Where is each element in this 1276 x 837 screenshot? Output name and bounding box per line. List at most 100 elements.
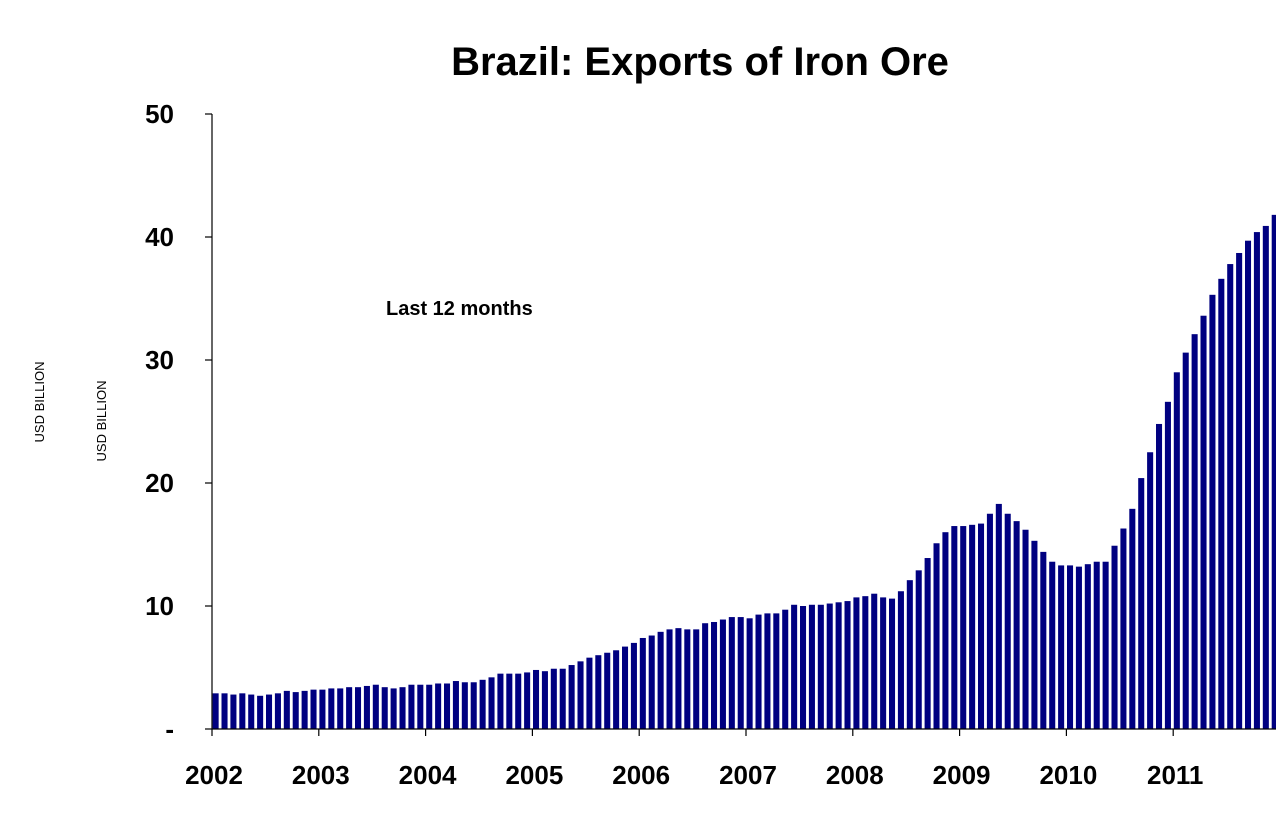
x-tick-label: 2009: [933, 760, 991, 790]
bar-month-42: [577, 661, 584, 729]
bar-month-21: [390, 688, 397, 729]
x-tick-label: 2006: [612, 760, 670, 790]
bar-month-40: [559, 668, 566, 729]
bar-month-14: [328, 688, 335, 729]
x-tick-label: 2004: [399, 760, 457, 790]
bar-month-49: [639, 637, 646, 729]
bar-month-74: [862, 596, 869, 729]
bar-month-86: [969, 524, 976, 729]
bar-month-70: [826, 603, 833, 729]
y-axis-ticks: - 10 20 30 40 50: [145, 99, 212, 744]
bar-month-48: [630, 642, 637, 729]
bar-month-62: [755, 614, 762, 729]
bar-month-53: [675, 628, 682, 729]
x-tick-label: 2003: [292, 760, 350, 790]
bar-month-4: [239, 693, 246, 729]
bar-month-31: [479, 679, 486, 729]
bar-month-34: [506, 673, 513, 729]
bar-month-52: [666, 629, 673, 729]
bar-month-89: [995, 503, 1002, 729]
bar-month-71: [835, 602, 842, 729]
bar-month-12: [310, 689, 317, 729]
bar-month-110: [1182, 352, 1189, 729]
bar-month-115: [1227, 264, 1234, 729]
x-tick-label: 2010: [1039, 760, 1097, 790]
bar-series: [212, 214, 1276, 730]
bar-month-56: [702, 623, 709, 729]
bar-month-104: [1129, 508, 1136, 729]
bar-month-60: [737, 617, 744, 729]
y-axis-label-outer: USD BILLION: [32, 362, 47, 443]
bar-month-69: [817, 604, 824, 729]
bar-month-96: [1058, 565, 1065, 729]
bar-month-120: [1271, 214, 1276, 730]
bar-month-84: [951, 526, 958, 729]
bar-month-7: [266, 694, 273, 729]
x-tick-label: 2005: [505, 760, 563, 790]
y-tick-label: 10: [145, 591, 174, 621]
bar-month-19: [372, 684, 379, 729]
y-tick-label: 20: [145, 468, 174, 498]
bar-month-79: [906, 580, 913, 729]
bar-month-63: [764, 613, 771, 729]
y-tick-label: 50: [145, 99, 174, 129]
bar-month-102: [1111, 545, 1118, 729]
bar-month-18: [363, 685, 370, 729]
bar-month-77: [889, 598, 896, 729]
bar-month-75: [871, 593, 878, 729]
bar-month-5: [248, 694, 255, 729]
bar-month-98: [1075, 566, 1082, 729]
bar-month-45: [604, 652, 611, 729]
bar-month-61: [746, 618, 753, 729]
bar-month-51: [657, 631, 664, 729]
bar-month-55: [693, 629, 700, 729]
bar-month-101: [1102, 561, 1109, 729]
bar-month-54: [684, 629, 691, 729]
bar-month-1: [212, 693, 219, 729]
bar-month-82: [933, 543, 940, 729]
y-axis-label-inner: USD BILLION: [94, 381, 109, 462]
bar-month-2: [221, 693, 228, 729]
bar-month-33: [497, 673, 504, 729]
bar-month-66: [791, 604, 798, 729]
bar-month-113: [1209, 294, 1216, 729]
bar-month-24: [417, 684, 424, 729]
x-tick-label: 2008: [826, 760, 884, 790]
bar-month-23: [408, 684, 415, 729]
bar-month-17: [355, 687, 362, 729]
bar-month-95: [1049, 561, 1056, 729]
bar-month-29: [461, 682, 468, 729]
bar-month-73: [853, 597, 860, 729]
bar-month-91: [1013, 521, 1020, 729]
bar-month-25: [426, 684, 433, 729]
y-tick-label: 40: [145, 222, 174, 252]
bar-month-30: [470, 682, 477, 729]
bar-month-41: [568, 665, 575, 729]
bar-month-8: [274, 693, 281, 729]
bar-month-38: [541, 671, 548, 729]
bar-month-119: [1262, 225, 1269, 729]
bar-month-88: [986, 513, 993, 729]
bar-month-85: [960, 526, 967, 729]
y-tick-label: -: [165, 714, 174, 744]
bar-month-16: [346, 687, 353, 729]
bar-month-50: [648, 635, 655, 729]
last-12-months-annotation: Last 12 months: [386, 298, 533, 320]
bar-month-99: [1084, 564, 1091, 729]
x-tick-label: 2011: [1147, 760, 1203, 790]
bar-month-11: [301, 690, 308, 729]
bar-month-106: [1147, 452, 1154, 729]
bar-month-3: [230, 694, 237, 729]
bar-month-57: [711, 621, 718, 729]
x-axis-ticks: 2002 2003 2004 2005 2006 2007 2008 2009 2010 2011: [185, 729, 1203, 790]
x-tick-label: 2002: [185, 760, 243, 790]
bar-month-28: [452, 681, 459, 729]
bar-month-9: [283, 690, 290, 729]
bar-month-116: [1236, 252, 1243, 730]
bar-month-72: [844, 601, 851, 729]
bar-month-36: [524, 672, 531, 729]
bar-month-107: [1156, 423, 1163, 729]
bar-month-15: [337, 688, 344, 729]
bar-month-112: [1200, 315, 1207, 729]
